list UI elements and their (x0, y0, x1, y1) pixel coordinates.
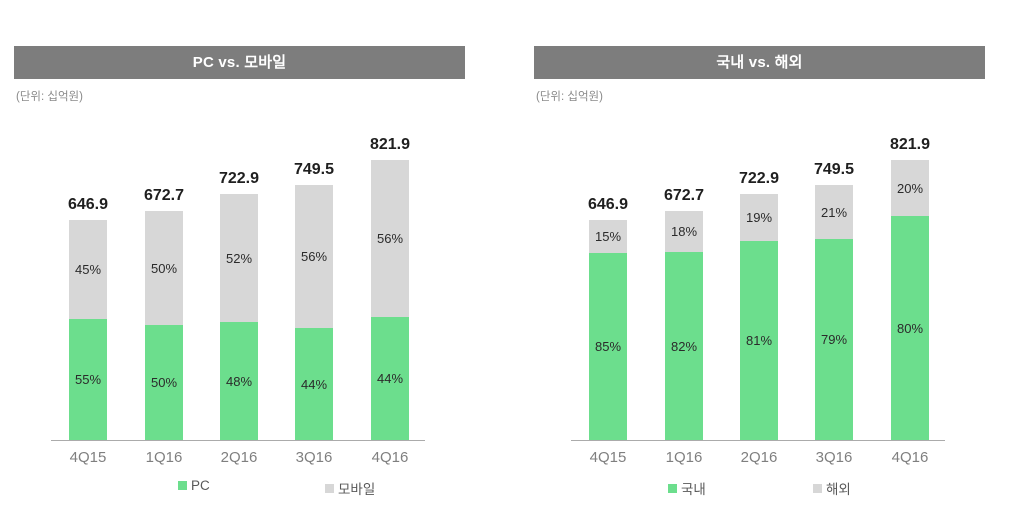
bar-4q15: 45% 55% (69, 220, 107, 440)
모바일-segment: 56% (295, 185, 333, 328)
국내-segment: 85% (589, 253, 627, 440)
모바일-segment: 56% (371, 160, 409, 317)
total-label: 646.9 (67, 196, 109, 213)
legend-item-gray: 모바일 (325, 478, 375, 498)
모바일-segment: 45% (69, 220, 107, 319)
legend-swatch-icon (325, 483, 334, 493)
legend-item-green: 국내 (668, 478, 706, 498)
모바일-segment: 52% (220, 194, 258, 322)
category-label: 1Q16 (665, 449, 703, 466)
legend-swatch-icon (813, 483, 822, 493)
legend-swatch-icon (668, 483, 677, 493)
category-label: 3Q16 (815, 449, 853, 466)
bar-1q16: 50% 50% (145, 211, 183, 440)
PC-segment: 55% (69, 319, 107, 440)
legend-swatch-icon (178, 481, 187, 490)
total-label: 722.9 (738, 170, 780, 187)
legend-label: PC (191, 478, 210, 493)
category-label: 2Q16 (220, 449, 258, 466)
x-axis-line (571, 440, 945, 441)
legend-label: 모바일 (338, 482, 376, 497)
total-label: 672.7 (143, 187, 185, 204)
category-label: 4Q15 (589, 449, 627, 466)
total-label: 749.5 (813, 161, 855, 178)
bar-1q16: 18% 82% (665, 211, 703, 440)
total-label: 646.9 (587, 196, 629, 213)
category-label: 4Q15 (69, 449, 107, 466)
bar-3q16: 56% 44% (295, 185, 333, 440)
plot-area: 45% 55% 646.9 4Q15 50% 50% 672.7 1Q16 52% 48% 722.… (14, 46, 465, 511)
category-label: 3Q16 (295, 449, 333, 466)
domestic-vs-overseas-chart: 국내 vs. 해외 (단위: 십억원) 15% 85% 646.9 4Q15 18% 82… (534, 46, 985, 511)
category-label: 4Q16 (371, 449, 409, 466)
해외-segment: 18% (665, 211, 703, 252)
legend-item-gray: 해외 (813, 478, 851, 498)
category-label: 1Q16 (145, 449, 183, 466)
해외-segment: 20% (891, 160, 929, 216)
category-label: 2Q16 (740, 449, 778, 466)
국내-segment: 82% (665, 252, 703, 440)
legend-item-green: PC (178, 478, 210, 493)
unit-label: (단위: 십억원) (536, 91, 603, 103)
bar-4q16: 56% 44% (371, 160, 409, 440)
PC-segment: 50% (145, 325, 183, 440)
legend-label: 국내 (681, 482, 706, 497)
total-label: 821.9 (889, 136, 931, 153)
해외-segment: 15% (589, 220, 627, 253)
bar-4q16: 20% 80% (891, 160, 929, 440)
bar-2q16: 52% 48% (220, 194, 258, 440)
해외-segment: 19% (740, 194, 778, 241)
legend-label: 해외 (826, 482, 851, 497)
total-label: 749.5 (293, 161, 335, 178)
PC-segment: 48% (220, 322, 258, 440)
bar-2q16: 19% 81% (740, 194, 778, 440)
해외-segment: 21% (815, 185, 853, 239)
국내-segment: 80% (891, 216, 929, 440)
unit-label: (단위: 십억원) (16, 91, 83, 103)
category-label: 4Q16 (891, 449, 929, 466)
PC-segment: 44% (295, 328, 333, 440)
bar-3q16: 21% 79% (815, 185, 853, 440)
chart-title: PC vs. 모바일 (14, 46, 465, 79)
x-axis-line (51, 440, 425, 441)
모바일-segment: 50% (145, 211, 183, 325)
PC-segment: 44% (371, 317, 409, 440)
국내-segment: 79% (815, 239, 853, 440)
plot-area: 15% 85% 646.9 4Q15 18% 82% 672.7 1Q16 19% 81% 722.… (534, 46, 985, 511)
total-label: 672.7 (663, 187, 705, 204)
pc-vs-mobile-chart: PC vs. 모바일 (단위: 십억원) 45% 55% 646.9 4Q15 50% 5… (14, 46, 465, 511)
bar-4q15: 15% 85% (589, 220, 627, 440)
국내-segment: 81% (740, 241, 778, 440)
total-label: 722.9 (218, 170, 260, 187)
total-label: 821.9 (369, 136, 411, 153)
chart-title: 국내 vs. 해외 (534, 46, 985, 79)
